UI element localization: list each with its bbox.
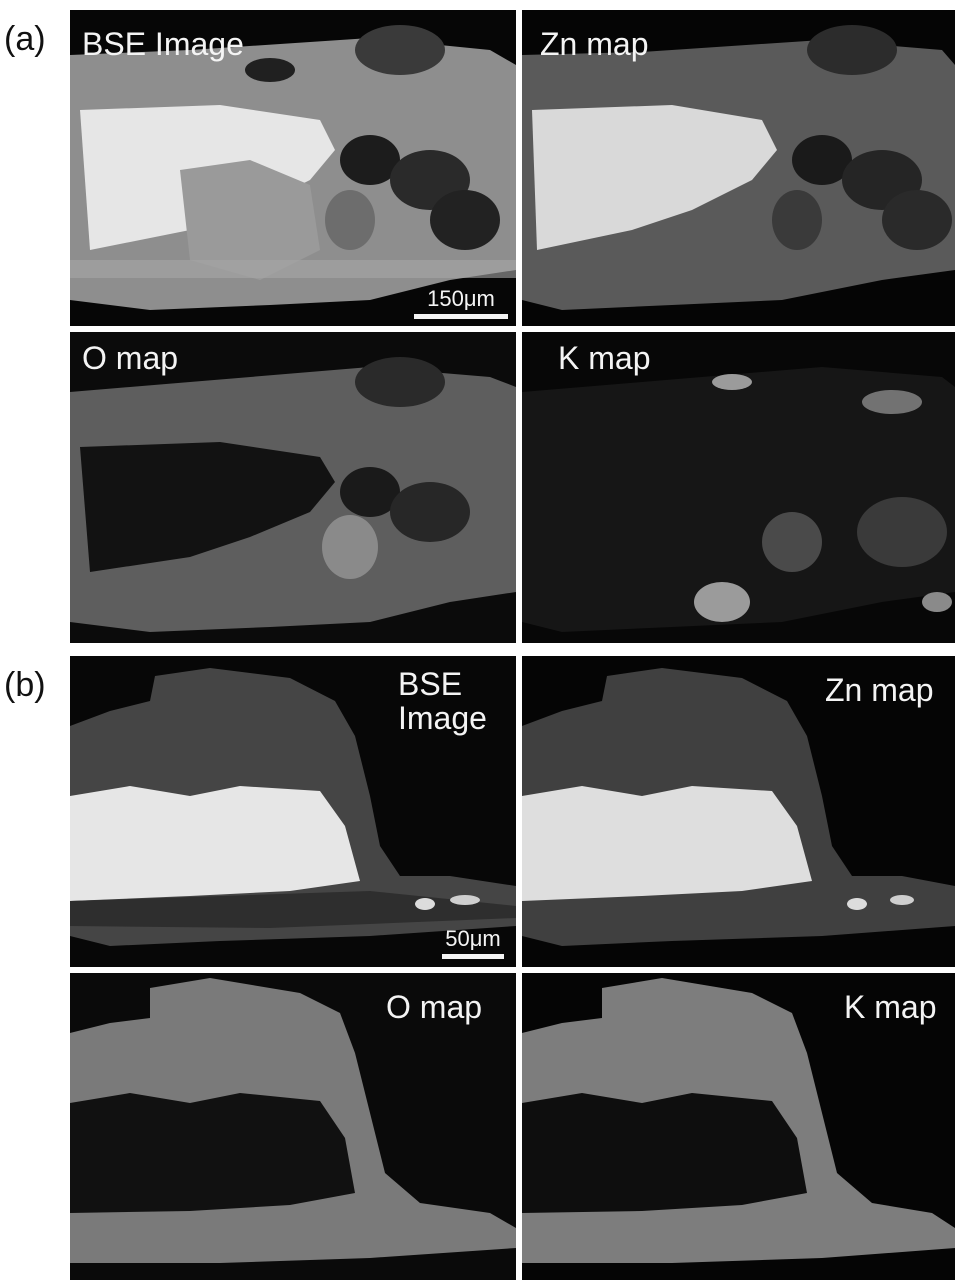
- panel-title: BSE Image: [82, 26, 244, 62]
- panel-a-k-map: K map: [522, 332, 955, 643]
- panel-title: Zn map: [540, 26, 649, 62]
- k-map-b-graphic: [522, 973, 955, 1280]
- zn-map-a-graphic: [522, 10, 955, 326]
- scale-bar-label: 50μm: [445, 926, 501, 951]
- bse-image-b-graphic: [70, 656, 516, 967]
- panel-b-zn-map: Zn map: [522, 656, 955, 967]
- panel-title: BSE Image: [398, 666, 487, 736]
- panel-title: K map: [558, 340, 651, 376]
- panel-title: Zn map: [825, 672, 934, 708]
- part-b-label: (b): [4, 666, 46, 704]
- panel-b-o-map: O map: [70, 973, 516, 1280]
- panel-b-k-map: K map: [522, 973, 955, 1280]
- panel-title: O map: [386, 989, 483, 1025]
- scale-bar: 50μm: [442, 926, 504, 959]
- panel-a-zn-map: Zn map: [522, 10, 955, 326]
- panel-title: K map: [844, 989, 937, 1025]
- o-map-a-graphic: [70, 332, 516, 643]
- bse-image-a-graphic: [70, 10, 516, 326]
- scale-bar-label: 150μm: [427, 286, 495, 311]
- k-map-a-graphic: [522, 332, 955, 643]
- part-a-label: (a): [4, 20, 46, 58]
- panel-a-o-map: O map: [70, 332, 516, 643]
- scale-bar: 150μm: [414, 286, 508, 319]
- panel-b-bse-image: BSE Image 50μm: [70, 656, 516, 967]
- scale-bar-line: [442, 954, 504, 959]
- zn-map-b-graphic: [522, 656, 955, 967]
- panel-title: O map: [82, 340, 179, 376]
- scale-bar-line: [414, 314, 508, 319]
- o-map-b-graphic: [70, 973, 516, 1280]
- panel-a-bse-image: BSE Image 150μm: [70, 10, 516, 326]
